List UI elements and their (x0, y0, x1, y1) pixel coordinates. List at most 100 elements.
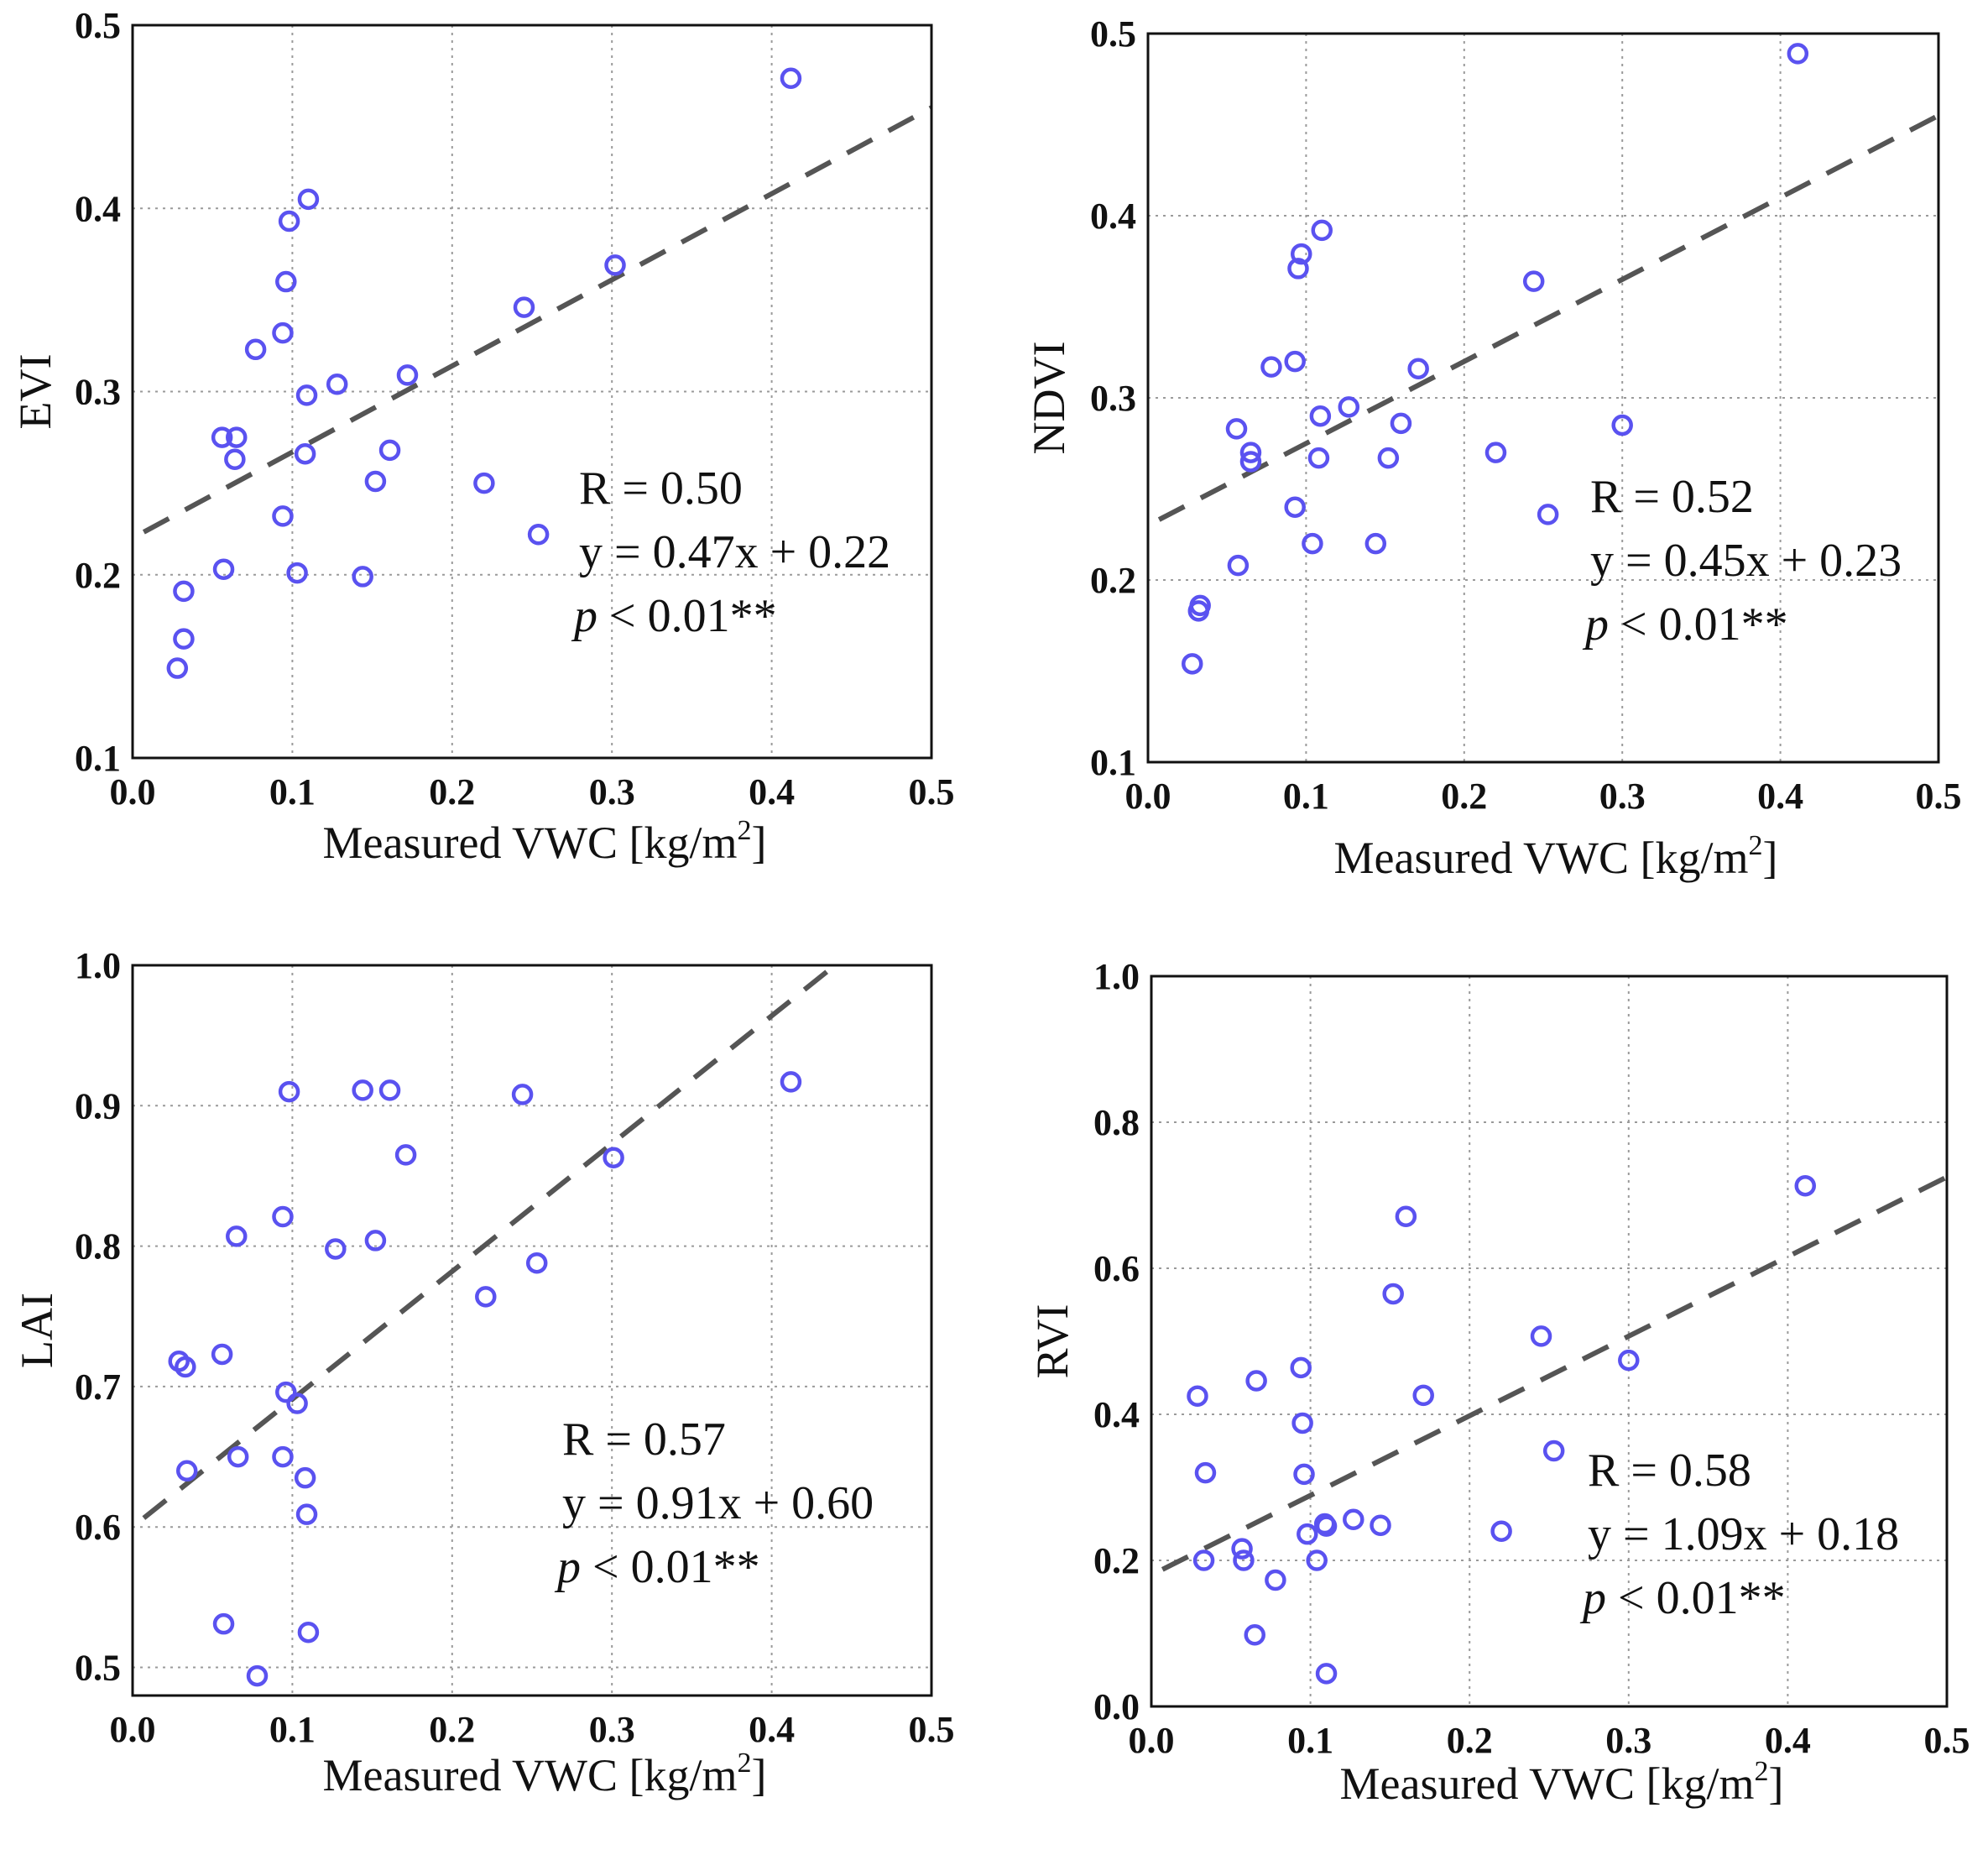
data-point (294, 442, 316, 465)
data-point (1490, 1520, 1512, 1542)
stat-r: R = 0.58 (1588, 1445, 1751, 1497)
data-point (1194, 1461, 1217, 1484)
x-tick-label: 0.4 (1757, 776, 1803, 817)
y-tick-label: 0.4 (1090, 196, 1136, 237)
y-tick-label: 0.8 (75, 1226, 121, 1267)
data-point (325, 1238, 347, 1260)
data-point (1225, 418, 1248, 440)
data-point (173, 580, 195, 603)
y-tick-label: 0.3 (75, 372, 121, 413)
data-point (1227, 554, 1250, 577)
data-point (513, 296, 535, 318)
data-point (473, 472, 495, 494)
y-tick-label: 0.7 (75, 1366, 121, 1408)
data-point (1395, 1205, 1417, 1227)
x-tick-label: 0.0 (1129, 1720, 1175, 1761)
data-point (272, 1445, 294, 1468)
data-point (211, 426, 233, 448)
data-point (1794, 1174, 1817, 1197)
data-point (525, 1251, 548, 1274)
y-tick-label: 0.2 (1093, 1540, 1140, 1581)
data-point (1239, 451, 1262, 473)
data-point (378, 439, 401, 462)
data-point (1265, 1569, 1286, 1591)
data-point (175, 1356, 196, 1378)
data-point (352, 1079, 373, 1101)
y-tick-label: 0.2 (1090, 560, 1136, 601)
stat-r: R = 0.52 (1590, 471, 1754, 523)
stat-r: R = 0.57 (562, 1413, 726, 1466)
data-point (1291, 1412, 1313, 1434)
x-tick-label: 0.2 (1447, 1720, 1493, 1761)
data-point (275, 270, 297, 293)
x-tick-label: 0.5 (909, 771, 955, 813)
data-point (1192, 1549, 1215, 1571)
y-axis-label: LAI (12, 1293, 62, 1368)
x-tick-label: 0.0 (110, 771, 156, 813)
data-point (173, 628, 195, 650)
stat-equation: y = 1.09x + 0.18 (1588, 1508, 1899, 1560)
data-point (226, 426, 248, 448)
data-point (1412, 1384, 1434, 1407)
regression-line (142, 105, 931, 535)
stat-equation: y = 0.47x + 0.22 (579, 526, 890, 578)
data-point (1343, 1508, 1364, 1531)
data-point (394, 1144, 417, 1166)
data-point (1364, 532, 1387, 555)
x-tick-label: 0.3 (589, 1709, 635, 1750)
chart-ndvi: 0.0 0.1 0.2 0.3 0.4 0.50.10.20.30.40.5Measure… (1024, 13, 1962, 883)
y-tick-label: 0.3 (1090, 378, 1136, 419)
data-point (1297, 1523, 1318, 1545)
x-tick-label: 0.5 (1916, 776, 1962, 817)
regression-line (1157, 112, 1938, 522)
x-tick-label: 0.5 (909, 1709, 955, 1750)
data-point (244, 338, 267, 361)
data-point (212, 1612, 235, 1635)
data-point (272, 321, 294, 344)
data-point (1390, 412, 1412, 435)
data-point (1787, 43, 1809, 65)
y-tick-label: 0.5 (75, 5, 121, 46)
data-point (1244, 1623, 1265, 1646)
data-point (1542, 1440, 1565, 1462)
stat-p-value: p < 0.01** (1582, 598, 1788, 651)
data-point (603, 1147, 624, 1168)
data-point (1306, 1549, 1328, 1571)
stat-r: R = 0.50 (579, 462, 743, 515)
y-tick-label: 1.0 (75, 945, 121, 986)
chart-rvi: 0.0 0.1 0.2 0.3 0.4 0.5 0.0 0.2 0.4 0.6 0.8 1.0 Meas… (1027, 956, 1970, 1809)
x-tick-label: 0.0 (110, 1709, 156, 1750)
data-point (295, 384, 318, 406)
data-point (1315, 1515, 1338, 1537)
data-point (1260, 356, 1282, 378)
data-point (295, 1503, 318, 1525)
data-point (224, 448, 246, 471)
y-axis-label: NDVI (1024, 342, 1074, 455)
data-point (1537, 504, 1559, 525)
plot-frame (1146, 32, 1940, 764)
y-tick-label: 0.0 (1093, 1686, 1140, 1727)
data-point (278, 1080, 300, 1103)
stat-p-value: p < 0.01** (554, 1541, 760, 1593)
data-point (1522, 270, 1545, 292)
x-tick-label: 0.2 (1441, 776, 1487, 817)
y-tick-label: 0.6 (75, 1507, 121, 1548)
x-axis-label: Measured VWC [kg/m2] (1334, 830, 1778, 883)
data-point (1245, 1370, 1267, 1392)
x-tick-label: 0.4 (749, 1709, 795, 1750)
x-tick-label: 0.4 (749, 771, 795, 813)
x-tick-label: 0.1 (1283, 776, 1329, 817)
data-point (272, 1205, 294, 1228)
data-point (1484, 442, 1507, 463)
data-point (1284, 350, 1306, 373)
data-point (378, 1079, 401, 1101)
stat-equation: y = 0.45x + 0.23 (1590, 535, 1902, 587)
data-point (1290, 243, 1312, 265)
data-point (780, 67, 802, 90)
data-point (1370, 1514, 1391, 1536)
x-tick-label: 0.1 (1287, 1720, 1333, 1761)
y-tick-label: 0.6 (1093, 1248, 1140, 1289)
plot-frame (1150, 975, 1949, 1708)
data-point (1187, 1385, 1208, 1407)
